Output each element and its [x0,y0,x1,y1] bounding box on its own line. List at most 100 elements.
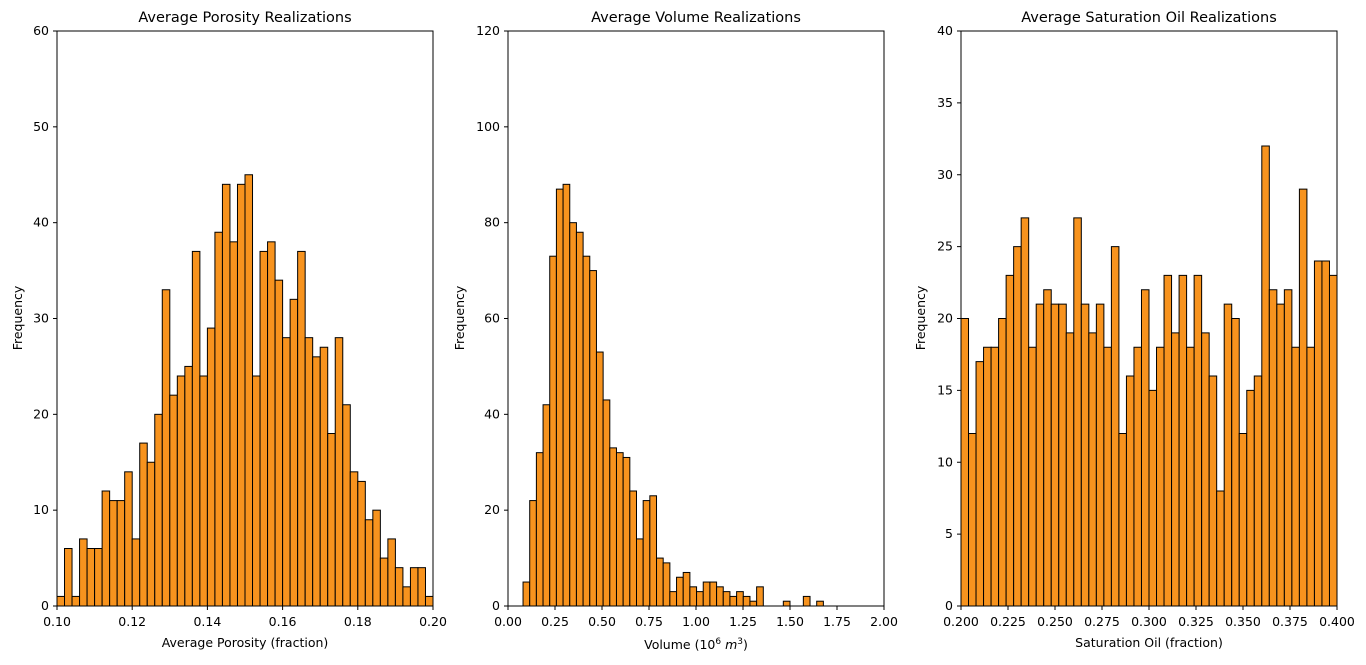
histogram-bar [960,318,970,607]
histogram-bar [535,452,544,607]
histogram-bar [364,519,374,607]
histogram-bar [116,500,126,607]
histogram-bar [236,183,246,607]
histogram-bar [154,413,163,607]
histogram-bar [184,365,193,607]
y-tick-label: 30 [937,167,953,182]
histogram-bar [161,289,171,607]
y-tick-label: 30 [33,311,49,326]
histogram-bar [94,548,103,607]
y-axis-label: Frequency [10,285,25,350]
x-tick-label: 2.00 [870,614,898,629]
x-ticks: 0.00 0.25 0.50 0.75 1.00 1.25 1.50 1.75 2.00 [494,606,898,629]
y-tick-label: 20 [33,406,49,421]
histogram-bar [1321,260,1330,607]
x-tick-label: 0.16 [269,614,297,629]
histogram-bar [1268,289,1278,607]
histogram-bar [1148,389,1158,607]
histogram-bar [1065,332,1075,607]
x-tick-label: 0.350 [1225,614,1261,629]
histogram-bar [722,591,731,607]
x-tick-label: 0.25 [541,614,569,629]
histogram-bar [1253,375,1263,607]
histogram-bar [742,595,751,607]
y-tick-label: 15 [937,382,953,397]
histogram-bar [983,346,992,607]
histogram-bar [1058,303,1067,607]
histogram-bar [656,557,664,607]
histogram-bar [221,183,231,607]
histogram-bar [1283,289,1293,607]
histogram-bar [615,452,624,607]
porosity-histogram-panel: Average Porosity Realizations 0.10 0.12 0.… [10,10,447,650]
histogram-bar [1050,303,1060,607]
y-tick-label: 100 [476,119,500,134]
y-tick-label: 5 [945,526,953,541]
y-tick-label: 10 [33,502,49,517]
histogram-bar [1246,389,1255,607]
histogram-bar [1020,217,1030,607]
histogram-bar [555,188,564,607]
histogram-bar [169,394,178,607]
y-ticks: 0 5 10 15 20 25 30 35 40 [937,23,961,613]
x-tick-label: 0.200 [943,614,979,629]
y-tick-label: 10 [937,454,953,469]
bars [522,183,824,607]
x-tick-label: 0.10 [43,614,71,629]
histogram-bar [1231,318,1240,607]
histogram-bar [282,337,291,607]
histogram-bar [394,567,404,607]
y-tick-label: 25 [937,239,953,254]
histogram-bar [749,600,758,607]
chart-title: Average Saturation Oil Realizations [1021,10,1277,26]
histogram-bar [575,231,584,607]
histogram-bar [357,480,366,607]
histogram-bar [259,250,269,607]
histogram-bar [975,361,985,607]
y-tick-label: 0 [41,598,49,613]
histogram-bar [334,337,344,607]
y-tick-label: 0 [492,598,500,613]
histogram-bar [424,595,434,607]
histogram-bar [1103,346,1112,607]
histogram-bar [349,471,359,607]
y-ticks: 0 20 40 60 80 100 120 [476,23,508,613]
x-tick-label: 0.00 [494,614,522,629]
x-tick-label: 0.50 [588,614,616,629]
histogram-bar [542,404,551,607]
histogram-bar [1005,274,1015,607]
histogram-bar [689,586,698,607]
y-tick-label: 40 [484,406,500,421]
bars [56,174,434,607]
histogram-bar [1328,274,1338,607]
histogram-bar [312,356,321,607]
histogram-bar [629,490,637,607]
histogram-bar [1110,246,1120,607]
histogram-bar [64,548,73,607]
histogram-bar [729,595,738,607]
histogram-bar [297,250,306,607]
histogram-bar [702,581,711,607]
histogram-bar [387,538,396,607]
x-tick-label: 0.20 [419,614,447,629]
chart-title: Average Porosity Realizations [138,10,351,26]
histogram-bar [602,399,611,607]
histogram-bar [1156,346,1165,607]
histogram-bar [1171,332,1180,607]
histogram-bar [662,562,671,607]
y-tick-label: 60 [484,311,500,326]
y-tick-label: 20 [484,502,500,517]
histogram-bar [1140,289,1150,607]
histogram-bar [562,183,571,607]
histogram-bar [191,250,201,607]
y-tick-label: 0 [945,598,953,613]
histogram-bar [319,346,329,607]
histogram-bar [1043,289,1052,607]
y-axis-label: Frequency [452,285,467,350]
histogram-bar [1035,303,1045,607]
x-tick-label: 1.50 [776,614,804,629]
histogram-bar [1238,433,1248,607]
histogram-bar [206,327,216,607]
plot-frame [56,30,434,607]
chart-title: Average Volume Realizations [591,10,801,26]
